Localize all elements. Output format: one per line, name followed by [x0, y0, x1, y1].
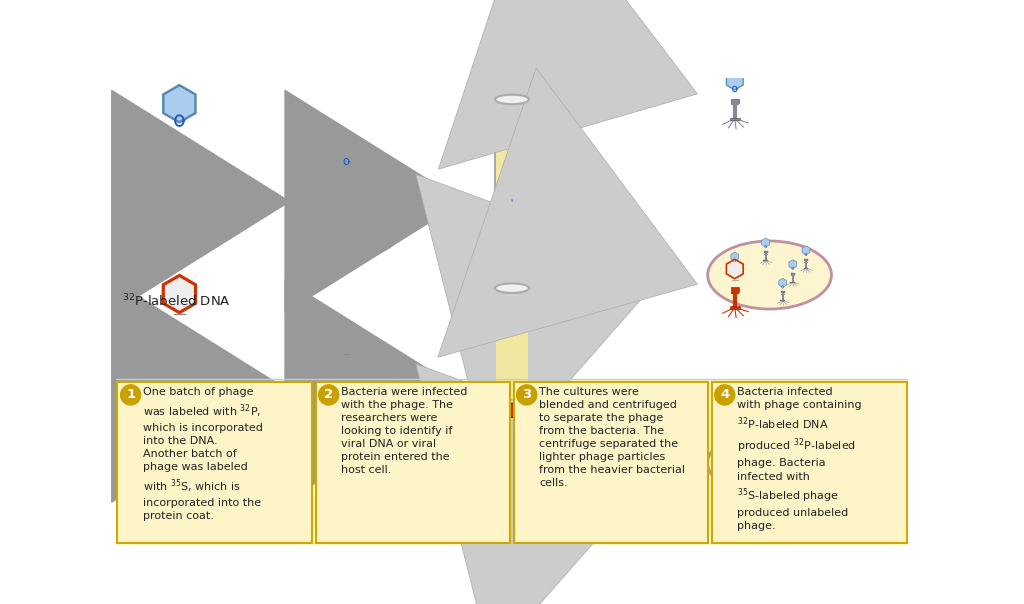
Bar: [342, 362, 351, 367]
Bar: [764, 440, 768, 442]
Bar: [780, 480, 784, 481]
Bar: [732, 274, 737, 275]
Ellipse shape: [708, 241, 831, 309]
Bar: [763, 260, 768, 261]
FancyBboxPatch shape: [712, 382, 906, 544]
Text: $^{32}$P-labeled DNA: $^{32}$P-labeled DNA: [122, 293, 231, 309]
Bar: [732, 463, 737, 464]
Polygon shape: [779, 466, 786, 475]
FancyBboxPatch shape: [116, 78, 908, 379]
FancyBboxPatch shape: [315, 382, 510, 544]
Text: 3: 3: [522, 388, 531, 402]
Bar: [170, 176, 189, 180]
Bar: [341, 193, 352, 195]
Polygon shape: [163, 275, 196, 313]
Polygon shape: [163, 85, 196, 123]
Text: 2: 2: [325, 388, 333, 402]
Polygon shape: [762, 427, 770, 436]
Bar: [511, 204, 513, 205]
Ellipse shape: [495, 255, 529, 271]
Bar: [730, 288, 739, 292]
Polygon shape: [337, 332, 355, 353]
Bar: [780, 292, 784, 294]
Text: The cultures were
blended and centrifuged
to separate the phage
from the bacteri: The cultures were blended and centrifuge…: [539, 387, 685, 489]
Polygon shape: [337, 141, 355, 162]
Text: 1: 1: [126, 388, 135, 402]
Ellipse shape: [708, 429, 831, 497]
Bar: [170, 366, 189, 370]
Ellipse shape: [495, 444, 529, 459]
Ellipse shape: [495, 283, 529, 293]
Bar: [804, 259, 808, 261]
Bar: [804, 457, 808, 458]
FancyBboxPatch shape: [116, 379, 908, 545]
Bar: [730, 306, 740, 309]
Bar: [791, 281, 796, 283]
Polygon shape: [731, 441, 738, 450]
Circle shape: [121, 385, 140, 405]
Bar: [804, 448, 808, 449]
Polygon shape: [726, 259, 743, 278]
Circle shape: [715, 385, 735, 405]
Bar: [780, 300, 785, 301]
Polygon shape: [497, 137, 527, 244]
Polygon shape: [731, 252, 738, 261]
Bar: [763, 449, 768, 450]
Bar: [733, 265, 736, 267]
Polygon shape: [726, 71, 743, 90]
Polygon shape: [497, 326, 527, 433]
Polygon shape: [779, 278, 786, 288]
FancyBboxPatch shape: [118, 382, 312, 544]
Polygon shape: [762, 238, 770, 247]
Polygon shape: [788, 448, 797, 457]
Text: One batch of phage
was labeled with $^{32}$P,
which is incorporated
into the DNA: One batch of phage was labeled with $^{3…: [143, 387, 263, 521]
Text: Bacteria were infected
with the phage. The
researchers were
looking to identify : Bacteria were infected with the phage. T…: [341, 387, 467, 475]
Polygon shape: [788, 260, 797, 269]
Circle shape: [505, 403, 519, 417]
Ellipse shape: [292, 199, 401, 258]
Ellipse shape: [495, 95, 529, 104]
Text: 4: 4: [720, 388, 729, 402]
Text: Bacteria infected
with phage containing
$^{32}$P-labeled DNA
produced $^{32}$P-l: Bacteria infected with phage containing …: [737, 387, 862, 531]
Bar: [510, 211, 514, 212]
Circle shape: [318, 385, 339, 405]
Bar: [171, 330, 187, 338]
Text: $^{35}$S-labeled protein coat: $^{35}$S-labeled protein coat: [122, 480, 283, 500]
Bar: [342, 172, 351, 176]
Polygon shape: [802, 246, 810, 255]
Bar: [780, 488, 785, 489]
Bar: [341, 383, 352, 385]
Bar: [804, 268, 808, 269]
Bar: [730, 98, 739, 103]
Bar: [791, 471, 796, 472]
Polygon shape: [802, 434, 810, 443]
FancyBboxPatch shape: [514, 382, 709, 544]
Bar: [791, 461, 795, 464]
Circle shape: [517, 385, 537, 405]
Ellipse shape: [292, 389, 401, 448]
Polygon shape: [509, 194, 515, 201]
Bar: [730, 118, 740, 120]
Bar: [764, 251, 768, 253]
Bar: [733, 454, 736, 456]
Bar: [171, 140, 187, 147]
Bar: [791, 273, 795, 275]
